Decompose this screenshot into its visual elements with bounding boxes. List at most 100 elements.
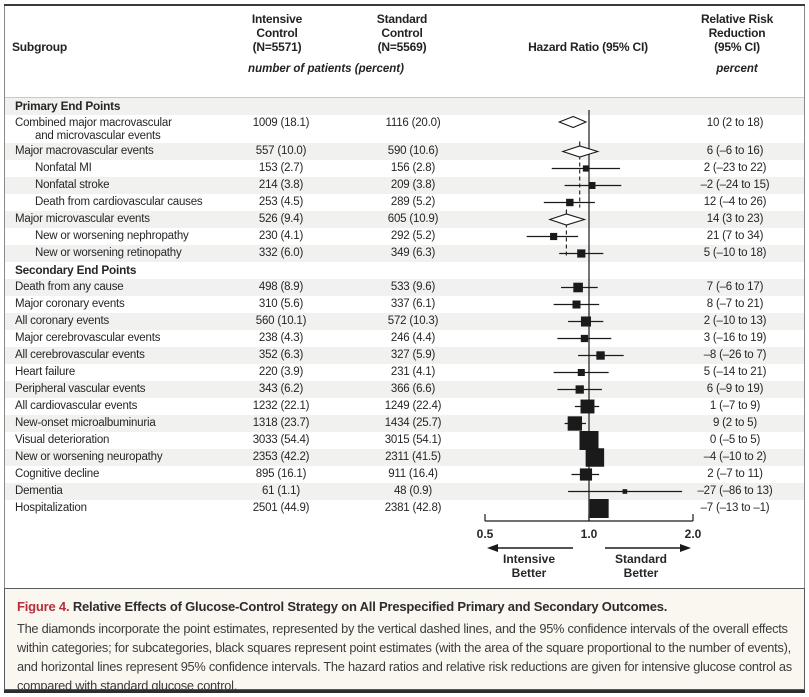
- intensive-count: 220 (3.9): [258, 366, 304, 378]
- standard-count: 2311 (41.5): [385, 451, 441, 463]
- standard-count: 911 (16.4): [388, 468, 438, 480]
- row-label: All cardiovascular events: [15, 400, 138, 412]
- rrr-value: 7 (–6 to 17): [706, 281, 764, 293]
- row-label: Nonfatal MI: [35, 162, 92, 174]
- column-header-standard: Standard Control (N=5569): [376, 12, 428, 54]
- row-label: New or worsening nephropathy: [35, 230, 189, 242]
- row-label: Visual deterioration: [15, 434, 110, 446]
- intensive-count: 1232 (22.1): [252, 400, 310, 412]
- standard-count: 1249 (22.4): [384, 400, 442, 412]
- rrr-value: 14 (3 to 23): [706, 213, 764, 225]
- bottom-rule: [4, 690, 805, 693]
- row-label: Hospitalization: [15, 502, 87, 514]
- row-label: Death from any cause: [15, 281, 124, 293]
- standard-count: 231 (4.1): [390, 366, 436, 378]
- top-rule: [4, 4, 805, 6]
- standard-count: 349 (6.3): [390, 247, 436, 259]
- intensive-count: 498 (8.9): [258, 281, 304, 293]
- table-row: Major macrovascular events 557 (10.0) 590 …: [5, 143, 804, 160]
- figure-caption: Figure 4. Relative Effects of Glucose-Co…: [4, 588, 805, 693]
- patients-note: number of patients (percent): [248, 63, 404, 75]
- table-row: Death from cardiovascular causes 253 (4.5…: [5, 194, 804, 211]
- table-row: New-onset microalbuminuria 1318 (23.7) 143…: [5, 415, 804, 432]
- table-row: New or worsening nephropathy 230 (4.1) 292…: [5, 228, 804, 245]
- caption-body: The diamonds incorporate the point estim…: [17, 621, 792, 693]
- intensive-count: 895 (16.1): [255, 468, 307, 480]
- intensive-count: 2501 (44.9): [252, 502, 310, 514]
- standard-count: 156 (2.8): [390, 162, 436, 174]
- rrr-value: –27 (–86 to 13): [697, 485, 773, 497]
- intensive-count: 214 (3.8): [258, 179, 304, 191]
- table-row: Visual deterioration 3033 (54.4) 3015 (54.…: [5, 432, 804, 449]
- intensive-count: 332 (6.0): [258, 247, 304, 259]
- table-row: All coronary events 560 (10.1) 572 (10.3) 2…: [5, 313, 804, 330]
- rrr-value: 6 (–6 to 16): [706, 145, 764, 157]
- table-row: Hospitalization 2501 (44.9) 2381 (42.8) –7 …: [5, 500, 804, 517]
- row-label: Major cerebrovascular events: [15, 332, 161, 344]
- section-header-row: Secondary End Points: [5, 262, 804, 279]
- row-label: Major coronary events: [15, 298, 125, 310]
- intensive-count: 526 (9.4): [258, 213, 304, 225]
- rrr-value: 10 (2 to 18): [706, 117, 764, 129]
- rrr-value: 2 (–10 to 13): [703, 315, 767, 327]
- rrr-value: 1 (–7 to 9): [709, 400, 761, 412]
- row-label: Major microvascular events: [15, 213, 150, 225]
- standard-count: 1434 (25.7): [384, 417, 442, 429]
- intensive-count: 1318 (23.7): [252, 417, 310, 429]
- intensive-count: 352 (6.3): [258, 349, 304, 361]
- intensive-count: 1009 (18.1): [252, 117, 310, 129]
- row-label: Death from cardiovascular causes: [35, 196, 203, 208]
- rrr-value: 2 (–7 to 11): [707, 468, 763, 480]
- intensive-count: 343 (6.2): [258, 383, 304, 395]
- row-label: Secondary End Points: [15, 263, 137, 277]
- rrr-value: 5 (–14 to 21): [703, 366, 767, 378]
- row-label: Dementia: [15, 485, 63, 497]
- row-label-line2: and microvascular events: [35, 130, 161, 142]
- standard-count: 3015 (54.1): [384, 434, 442, 446]
- table-row: Cognitive decline 895 (16.1) 911 (16.4) 2 (…: [5, 466, 804, 483]
- rrr-value: 6 (–9 to 19): [706, 383, 764, 395]
- section-header-row: Primary End Points: [5, 98, 804, 115]
- rrr-value: 5 (–10 to 18): [703, 247, 767, 259]
- table-row: Nonfatal stroke 214 (3.8) 209 (3.8) –2 (–24…: [5, 177, 804, 194]
- rrr-value: –8 (–26 to 7): [703, 349, 767, 361]
- standard-count: 2381 (42.8): [384, 502, 442, 514]
- standard-count: 366 (6.6): [390, 383, 436, 395]
- row-label: New or worsening neuropathy: [15, 451, 163, 463]
- standard-count: 605 (10.9): [387, 213, 439, 225]
- row-label: New-onset microalbuminuria: [15, 417, 156, 429]
- rrr-value: 9 (2 to 5): [712, 417, 758, 429]
- standard-count: 48 (0.9): [393, 485, 433, 497]
- intensive-count: 230 (4.1): [258, 230, 304, 242]
- standard-count: 246 (4.4): [390, 332, 436, 344]
- rrr-value: –7 (–13 to –1): [700, 502, 770, 514]
- column-header-intensive: Intensive Control (N=5571): [251, 12, 303, 54]
- intensive-count: 557 (10.0): [255, 145, 307, 157]
- rrr-value: –2 (–24 to 15): [700, 179, 770, 191]
- standard-count: 327 (5.9): [390, 349, 436, 361]
- table-row: Heart failure 220 (3.9) 231 (4.1) 5 (–14 to…: [5, 364, 804, 381]
- standard-count: 572 (10.3): [387, 315, 439, 327]
- intensive-count: 153 (2.7): [258, 162, 304, 174]
- standard-count: 533 (9.6): [390, 281, 436, 293]
- table-row: Death from any cause 498 (8.9) 533 (9.6) 7 …: [5, 279, 804, 296]
- header-separator: [5, 97, 804, 98]
- row-label: Peripheral vascular events: [15, 383, 146, 395]
- rrr-value: –4 (–10 to 2): [703, 451, 767, 463]
- rrr-value: 3 (–16 to 19): [703, 332, 767, 344]
- row-label: All cerebrovascular events: [15, 349, 145, 361]
- rrr-value: 12 (–4 to 26): [703, 196, 767, 208]
- row-label: Primary End Points: [15, 99, 121, 113]
- row-label: Cognitive decline: [15, 468, 100, 480]
- intensive-count: 3033 (54.4): [252, 434, 310, 446]
- rrr-value: 8 (–7 to 21): [706, 298, 764, 310]
- column-header-rrr: Relative Risk Reduction (95% CI): [700, 12, 774, 54]
- rrr-value: 21 (7 to 34): [706, 230, 764, 242]
- table-row: New or worsening neuropathy 2353 (42.2) 23…: [5, 449, 804, 466]
- standard-count: 1116 (20.0): [385, 117, 441, 129]
- row-label: Heart failure: [15, 366, 76, 378]
- row-label: All coronary events: [15, 315, 109, 327]
- intensive-count: 238 (4.3): [258, 332, 304, 344]
- table-row: Major cerebrovascular events 238 (4.3) 246…: [5, 330, 804, 347]
